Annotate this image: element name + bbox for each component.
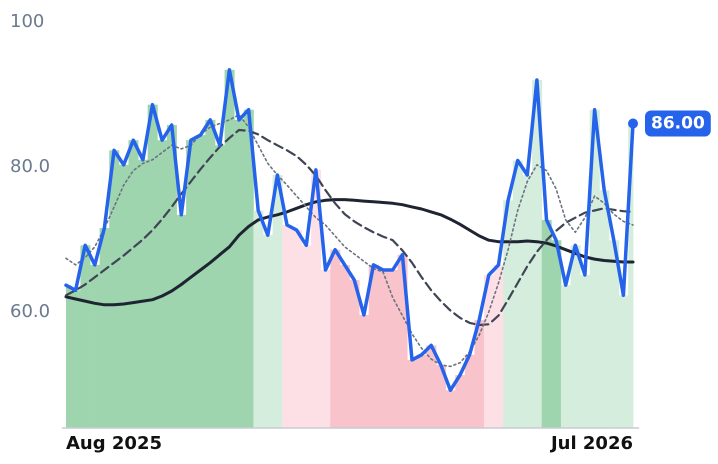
area-column — [234, 119, 245, 428]
area-column — [176, 214, 187, 428]
area-column — [128, 140, 139, 429]
area-column — [195, 135, 206, 428]
average-line — [65, 114, 634, 368]
area-column — [368, 264, 379, 428]
area-column — [339, 264, 350, 428]
area-column — [118, 164, 129, 428]
x-tick-label: Aug 2025 — [66, 433, 162, 454]
area-column — [214, 145, 225, 428]
area-column — [407, 359, 418, 428]
average-line — [64, 128, 635, 327]
area-column — [541, 219, 552, 428]
area-column — [580, 275, 591, 428]
area-column — [301, 245, 312, 428]
area-column — [570, 245, 581, 428]
area-column — [90, 264, 101, 428]
value-badge: 86.00 — [645, 110, 711, 137]
area-column — [426, 345, 437, 428]
area-column — [474, 319, 485, 428]
area-column — [320, 269, 331, 428]
area-column — [464, 354, 475, 428]
y-tick-label: 100 — [10, 11, 44, 32]
area-column — [359, 314, 370, 428]
area-column — [599, 190, 610, 428]
area-column — [224, 69, 235, 428]
area-column — [253, 210, 264, 428]
area-column — [311, 169, 322, 428]
area-column — [435, 364, 447, 428]
area-column — [147, 104, 158, 429]
area-column — [397, 254, 408, 428]
last-point — [628, 118, 638, 129]
area-column — [445, 390, 456, 428]
area-column — [166, 124, 177, 428]
area-column — [138, 159, 149, 428]
area-column — [493, 264, 504, 428]
area-column — [330, 249, 341, 428]
value-badge-bg — [645, 110, 711, 137]
area-column — [608, 240, 619, 428]
area-column — [532, 80, 543, 428]
area-column — [186, 140, 197, 429]
area-column — [589, 109, 600, 428]
area-column — [291, 230, 302, 428]
area-column — [349, 280, 360, 428]
area-column — [70, 290, 81, 428]
area-column — [512, 160, 523, 428]
area-column — [263, 235, 274, 428]
area-column — [503, 200, 514, 428]
area-column — [66, 285, 72, 428]
area-column — [618, 295, 629, 428]
area-column — [628, 123, 634, 428]
price-line — [64, 68, 635, 393]
area-column — [157, 140, 168, 429]
x-tick-label: Jul 2026 — [549, 433, 633, 454]
area-column — [551, 240, 562, 428]
value-label: 86.00 — [651, 114, 705, 134]
area-column — [522, 174, 533, 428]
y-tick-label: 60.0 — [10, 301, 50, 322]
area-column — [80, 245, 91, 428]
area-column — [109, 150, 120, 428]
area-column — [282, 225, 293, 428]
area-column — [378, 269, 389, 428]
area-column — [272, 174, 283, 428]
area-column — [387, 269, 398, 428]
area-column — [99, 227, 110, 428]
area-column — [560, 285, 571, 428]
area-column — [455, 375, 466, 428]
average-line — [64, 198, 635, 307]
area-column — [205, 119, 216, 428]
area-column — [243, 109, 254, 428]
y-tick-label: 80.0 — [10, 156, 50, 177]
area-column — [484, 275, 495, 428]
area-column — [416, 354, 427, 428]
